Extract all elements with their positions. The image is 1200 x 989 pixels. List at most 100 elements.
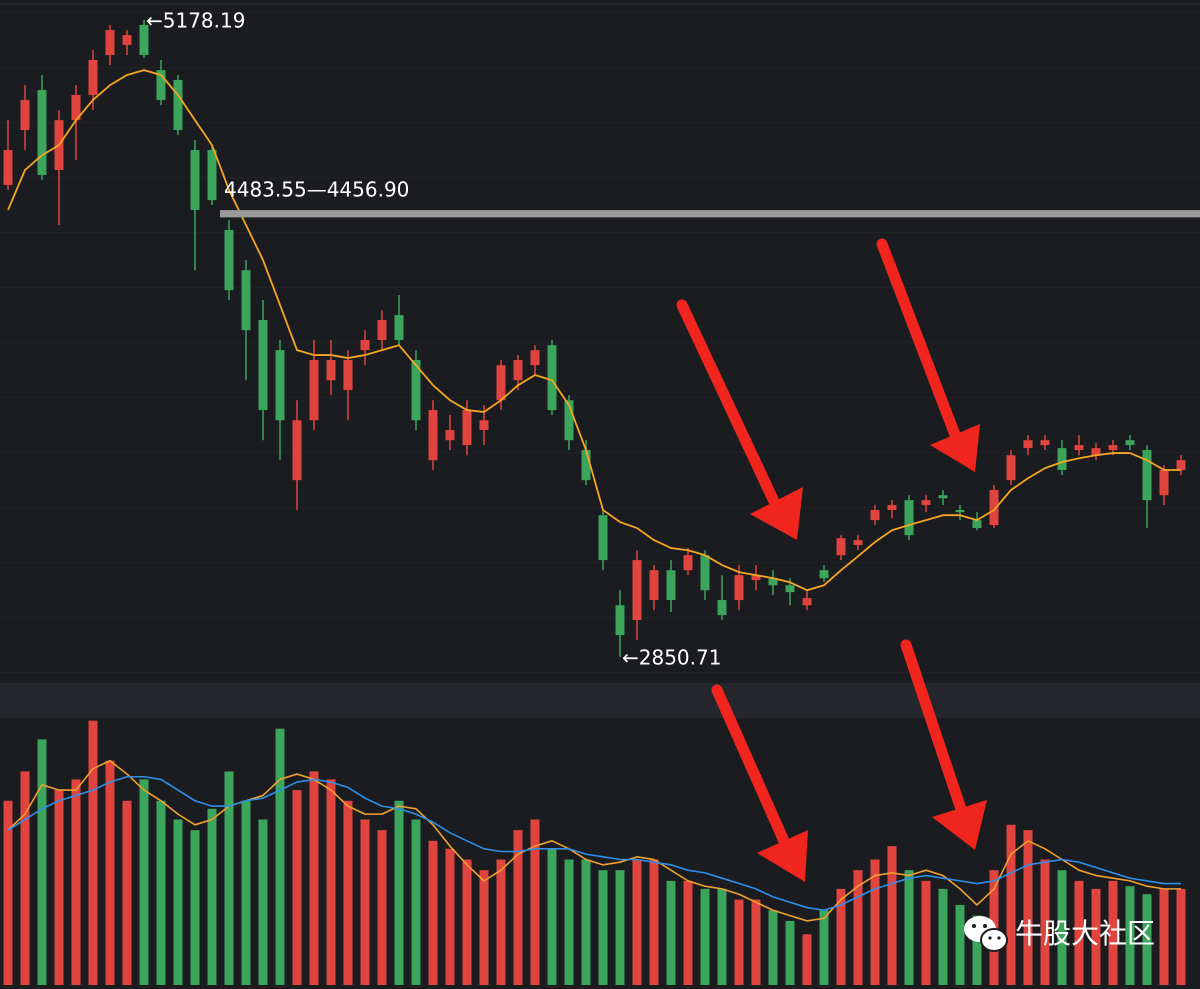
candle-body (853, 540, 863, 546)
candle-body (683, 555, 693, 571)
volume-bar (1074, 880, 1084, 985)
volume-bar (666, 880, 676, 985)
gap-band (220, 210, 1200, 218)
volume-panel (3, 720, 1186, 985)
candle-body (564, 400, 574, 441)
candle-body (37, 90, 47, 175)
price-panel-grid (0, 0, 1200, 683)
volume-bar (802, 934, 812, 985)
price-panel: ←5178.19 4483.55—4456.90 ←2850.71 (3, 8, 1200, 670)
volume-average (7, 759, 1181, 922)
volume-bar (513, 830, 523, 985)
volume-bar (768, 910, 778, 985)
low-label: ←2850.71 (622, 646, 721, 670)
volume-bar (462, 859, 472, 985)
panel-separator (0, 683, 1200, 718)
candle-body (649, 570, 659, 601)
volume-bar (105, 760, 115, 985)
candle-body (1159, 470, 1169, 496)
candle-body (156, 70, 166, 100)
volume-bar (496, 859, 506, 985)
candle-body (496, 365, 506, 401)
volume-bar (564, 859, 574, 985)
candle-body (1091, 448, 1101, 456)
volume-bar (20, 771, 30, 985)
candle-body (1057, 448, 1067, 471)
candle-body (615, 605, 625, 636)
candle-body (445, 430, 455, 441)
volume-bar (904, 870, 914, 985)
candle-body (190, 150, 200, 210)
volume-bar (649, 859, 659, 985)
volume-bar (479, 870, 489, 985)
candle-body (870, 510, 880, 521)
candle-body (1074, 445, 1084, 451)
volume-bar (887, 846, 897, 985)
volume-average (7, 775, 1181, 912)
candle-body (1040, 440, 1050, 446)
volume-bar (190, 830, 200, 985)
candle-body (1142, 450, 1152, 501)
volume-bar (1159, 888, 1169, 985)
volume-bar (1176, 888, 1186, 985)
volume-bar (37, 739, 47, 985)
candle-body (1108, 445, 1118, 451)
arrow-head (750, 487, 803, 540)
volume-bar (54, 790, 64, 985)
volume-bar (836, 888, 846, 985)
candle-body (173, 79, 183, 131)
candle-body (734, 575, 744, 601)
volume-bar (3, 800, 13, 985)
candle-body (836, 538, 846, 556)
candle-body (700, 555, 710, 591)
candle-body (326, 359, 336, 381)
volume-bar (258, 819, 268, 985)
volume-bar (921, 880, 931, 985)
candle-body (479, 420, 489, 431)
gap-label: 4483.55—4456.90 (224, 178, 409, 202)
candle-body (598, 515, 608, 561)
volume-bar (1040, 859, 1050, 985)
volume-bar (1006, 824, 1016, 985)
candle-body (139, 24, 149, 56)
arrow-shaft (876, 238, 963, 446)
volume-bar (122, 800, 132, 985)
high-label: ←5178.19 (146, 8, 245, 32)
candle-body (207, 150, 217, 201)
volume-bar (547, 848, 557, 985)
candle-body (1125, 440, 1135, 446)
candle-body (768, 578, 778, 586)
volume-bar (717, 888, 727, 985)
candle-body (105, 30, 115, 56)
volume-bar (785, 920, 795, 985)
volume-bar (224, 771, 234, 985)
arrow-shaft (711, 684, 794, 856)
candle-body (972, 520, 982, 529)
volume-bar (615, 870, 625, 985)
volume-bar (700, 888, 710, 985)
candle-body (428, 410, 438, 461)
candle-body (547, 345, 557, 411)
volume-bar (207, 808, 217, 985)
volume-bar (632, 859, 642, 985)
arrow-shaft (900, 639, 969, 821)
volume-bar (343, 800, 353, 985)
candle-body (513, 359, 523, 381)
volume-bar (309, 771, 319, 985)
candle-body (1023, 440, 1033, 449)
candle-body (241, 270, 251, 331)
volume-bar (1125, 886, 1135, 985)
arrow-head (757, 830, 808, 882)
volume-bar (955, 904, 965, 985)
watermark-text: 牛股大社区 (1015, 917, 1155, 950)
volume-bar (683, 880, 693, 985)
volume-bar (1057, 870, 1067, 985)
moving-average (7, 69, 1181, 592)
candle-body (887, 505, 897, 510)
volume-bar (173, 819, 183, 985)
volume-bar (156, 800, 166, 985)
candle-body (71, 94, 81, 121)
candle-body (530, 350, 540, 366)
arrow-shaft (676, 299, 784, 516)
